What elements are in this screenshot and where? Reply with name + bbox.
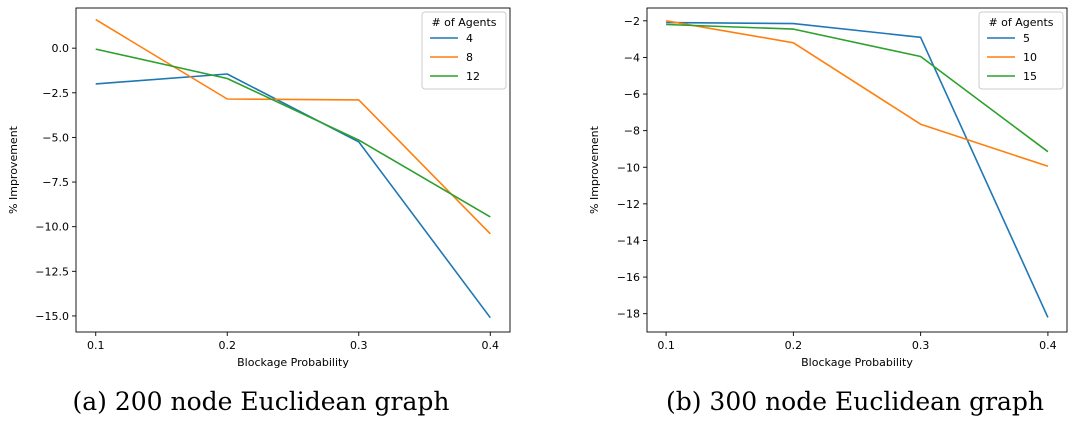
x-tick-label: 0.1	[87, 339, 105, 352]
y-tick-label: −5.0	[42, 131, 69, 144]
x-axis-label: Blockage Probability	[801, 356, 913, 369]
x-tick-label: 0.3	[350, 339, 368, 352]
y-tick-label: −15.0	[35, 310, 69, 323]
y-tick-label: −12.5	[35, 265, 69, 278]
chart-panel-a: 0.1 0.2 0.3 0.4 0.0 −2.5 −5.0 −7.5 −10.0 −12.5 −15…	[7, 7, 511, 416]
legend-title: # of Agents	[988, 16, 1053, 29]
figure-caption: (b) 300 node Euclidean graph	[666, 387, 1044, 416]
y-tick-label: −10	[617, 161, 640, 174]
x-tick-label: 0.2	[785, 339, 803, 352]
y-tick-label: −14	[617, 234, 640, 247]
x-tick-label: 0.4	[1039, 339, 1057, 352]
series-line-5	[666, 21, 1049, 318]
legend-title: # of Agents	[431, 16, 496, 29]
y-tick-label: 0.0	[52, 42, 70, 55]
y-tick-label: −8	[624, 125, 640, 138]
legend-label-5: 5	[1023, 32, 1030, 45]
x-tick-label: 0.1	[657, 339, 675, 352]
chart-panel-b: 0.1 0.2 0.3 0.4 −2 −4 −6 −8 −10 −12 −14 −16 −18 Block…	[588, 7, 1068, 416]
legend: # of Agents 5 10 15	[978, 11, 1064, 90]
y-tick-label: −6	[624, 88, 640, 101]
y-tick-label: −7.5	[42, 176, 69, 189]
legend: # of Agents 4 8 12	[421, 11, 507, 90]
y-tick-label: −10.0	[35, 221, 69, 234]
y-tick-label: −2	[624, 15, 640, 28]
axes-frame	[75, 7, 511, 333]
legend-label-4: 4	[466, 32, 473, 45]
series-line-8	[95, 18, 491, 235]
y-tick-label: −2.5	[42, 87, 69, 100]
series-group	[665, 20, 1049, 318]
series-line-12	[95, 48, 491, 218]
y-tick-label: −18	[617, 308, 640, 321]
x-tick-label: 0.4	[482, 339, 500, 352]
legend-label-12: 12	[466, 70, 480, 83]
x-tick-label: 0.2	[218, 339, 236, 352]
y-axis-label: % Improvement	[588, 125, 601, 214]
y-tick-label: −16	[617, 271, 640, 284]
legend-label-15: 15	[1023, 70, 1037, 83]
figure-caption: (a) 200 node Euclidean graph	[73, 387, 450, 416]
x-axis-label: Blockage Probability	[237, 356, 349, 369]
y-axis-label: % Improvement	[7, 125, 20, 214]
series-line-15	[666, 23, 1049, 153]
legend-box	[421, 11, 507, 90]
axes-frame	[646, 7, 1068, 333]
y-tick-label: −4	[624, 51, 640, 64]
legend-label-10: 10	[1023, 51, 1037, 64]
series-group	[95, 18, 491, 319]
y-tick-label: −12	[617, 198, 640, 211]
series-line-10	[665, 20, 1049, 168]
x-tick-label: 0.3	[912, 339, 930, 352]
legend-box	[978, 11, 1064, 90]
legend-label-8: 8	[466, 51, 473, 64]
series-line-4	[95, 73, 491, 319]
